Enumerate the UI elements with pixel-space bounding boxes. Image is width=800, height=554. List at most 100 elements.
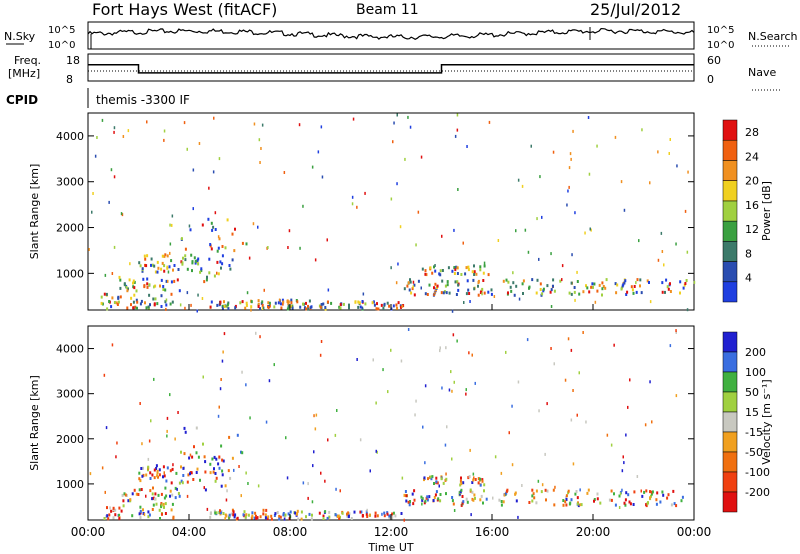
velocity-panel-cell — [172, 463, 174, 467]
velocity-panel-cell — [433, 482, 435, 485]
power-panel-cell — [436, 284, 439, 288]
velocity-panel-cell — [110, 509, 113, 513]
power-panel-cell — [636, 278, 639, 282]
power-panel-cell — [479, 268, 482, 272]
velocity-panel-cell — [586, 491, 589, 495]
velocity-panel-cell — [137, 493, 140, 496]
power-panel-cell — [119, 278, 122, 282]
velocity-panel-cell — [376, 450, 378, 454]
velocity-panel-cell — [481, 478, 484, 482]
velocity-panel-cell — [680, 499, 683, 503]
power-panel-cell — [288, 229, 291, 233]
power-panel-cell — [324, 306, 327, 309]
velocity-panel-cell — [131, 514, 134, 518]
power-panel-cell — [217, 272, 220, 276]
velocity-panel-cell — [104, 490, 106, 494]
power-panel-cell — [165, 307, 167, 311]
power-panel-cell — [462, 241, 464, 245]
velocity-panel-cell — [307, 496, 309, 500]
velocity-panel-cell — [624, 503, 627, 507]
power-panel-cell — [144, 301, 146, 305]
velocity-panel-cell — [111, 343, 114, 347]
velocity-panel-cell — [273, 514, 276, 517]
velocity-panel-cell — [553, 503, 556, 507]
power-panel-cell — [539, 288, 542, 291]
power-panel-cell — [281, 298, 284, 302]
power-panel-cell — [290, 301, 293, 305]
power-panel-cell — [117, 295, 120, 299]
velocity-panel-cell — [308, 512, 311, 516]
power-panel-cell — [101, 118, 104, 122]
velocity-panel-cell — [139, 516, 142, 519]
velocity-panel-cell — [311, 513, 313, 517]
velocity-panel-cell — [641, 494, 644, 498]
power-colorbar-swatch — [722, 220, 738, 242]
velocity-panel-cell — [283, 516, 286, 520]
power-panel-cell — [473, 287, 476, 291]
velocity-panel-cell — [324, 510, 327, 514]
power-panel-cell — [351, 202, 354, 206]
power-panel-cell — [132, 285, 135, 289]
velocity-panel-cell — [544, 488, 547, 492]
power-panel-cell — [395, 281, 398, 285]
velocity-panel-cell — [628, 500, 631, 504]
velocity-panel-cell — [305, 515, 307, 519]
power-panel-cell — [466, 145, 468, 148]
velocity-panel-cell — [462, 481, 465, 485]
power-panel-cell — [170, 280, 173, 284]
velocity-panel-cell — [197, 455, 200, 459]
power-panel-cell — [413, 293, 416, 297]
velocity-colorbar-swatch — [722, 371, 738, 393]
power-panel-cell — [165, 279, 168, 283]
velocity-panel-cell — [151, 497, 154, 501]
velocity-panel-cell — [502, 500, 505, 504]
power-colorbar-tick: 24 — [745, 150, 759, 163]
power-panel-cell — [184, 258, 187, 262]
velocity-panel-cell — [141, 474, 144, 478]
power-panel-cell — [170, 292, 173, 296]
velocity-colorbar-swatch — [722, 451, 738, 473]
velocity-panel-cell — [625, 433, 627, 437]
power-panel-cell — [194, 261, 197, 265]
power-panel-cell — [615, 291, 618, 295]
power-panel-cell — [434, 282, 437, 286]
velocity-panel-cell — [241, 370, 243, 374]
velocity-panel-cell — [465, 392, 467, 396]
velocity-panel-cell — [430, 477, 433, 481]
power-panel-cell — [118, 275, 121, 279]
velocity-panel-cell — [570, 418, 573, 422]
velocity-panel-cell — [320, 471, 322, 475]
velocity-panel-frame — [87, 325, 695, 521]
power-panel-cell — [451, 269, 454, 273]
power-panel-cell — [104, 273, 107, 277]
power-panel-cell — [570, 157, 572, 161]
power-panel-cell — [456, 128, 459, 132]
power-panel-cell — [454, 280, 457, 284]
velocity-panel-cell — [474, 381, 476, 385]
velocity-panel-cell — [255, 514, 257, 518]
velocity-colorbar-tick: -50 — [745, 446, 763, 459]
power-panel-cell — [598, 283, 601, 287]
velocity-panel-cell — [221, 473, 224, 477]
velocity-panel-cell — [439, 346, 441, 350]
power-panel-cell — [424, 272, 427, 276]
power-panel-cell — [585, 284, 587, 288]
velocity-colorbar-tick: 15 — [745, 406, 759, 419]
velocity-panel-cell — [461, 495, 464, 498]
power-panel-cell — [197, 257, 200, 261]
power-panel-cell — [620, 286, 623, 290]
velocity-panel-cell — [270, 514, 273, 518]
power-panel-cell — [164, 253, 167, 257]
power-panel-cell — [412, 285, 414, 289]
velocity-panel-cell — [361, 514, 364, 517]
velocity-panel-cell — [228, 435, 231, 439]
power-panel-cell — [140, 299, 143, 303]
power-panel-cell — [143, 254, 146, 258]
velocity-panel-cell — [403, 493, 406, 497]
velocity-panel-cell — [262, 512, 265, 516]
power-panel-cell — [227, 301, 230, 305]
power-panel-cell — [477, 293, 480, 297]
power-panel-cell — [146, 254, 149, 258]
power-panel-cell — [291, 304, 294, 308]
